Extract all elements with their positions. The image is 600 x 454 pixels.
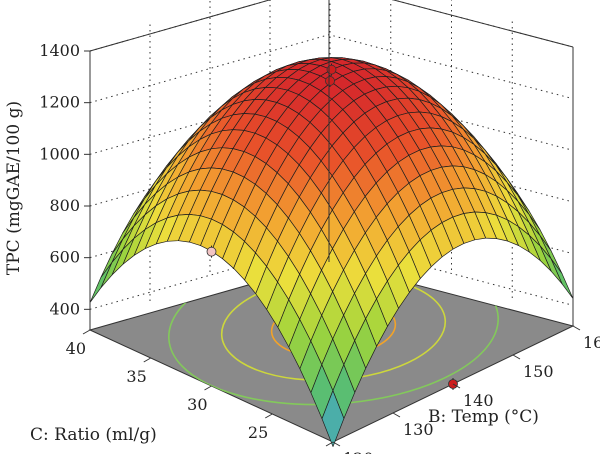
z-tick-label: 1000 (39, 144, 80, 163)
design-point (206, 246, 217, 257)
y-tick-label: 30 (187, 395, 207, 414)
top-left-edge (89, 0, 272, 52)
x-tick-label: 140 (463, 391, 494, 410)
axis-frame (89, 0, 574, 330)
x-tick-label: 120 (343, 449, 374, 454)
z-tick-label: 1400 (39, 41, 80, 60)
x-tick-mark (452, 383, 461, 389)
y-tick-mark (82, 329, 91, 335)
x-tick-mark (512, 354, 521, 360)
x-tick-label: 150 (523, 362, 554, 381)
y-axis-ticks: 20 25 30 35 40 (66, 329, 334, 454)
y-tick-label: 40 (66, 339, 86, 358)
y-tick-mark (143, 357, 151, 363)
y-tick-mark (265, 413, 273, 419)
z-tick-label: 800 (49, 196, 80, 215)
y-tick-label: 35 (126, 367, 146, 386)
y-axis-label: C: Ratio (ml/g) (30, 425, 157, 445)
x-tick-mark (392, 412, 401, 418)
x-tick-mark (332, 441, 341, 447)
z-axis-ticks: 400 600 800 1000 1200 1400 (39, 41, 90, 318)
design-points (206, 63, 458, 390)
y-tick-mark (204, 385, 212, 391)
x-axis-label: B: Temp (°C) (428, 407, 539, 427)
y-tick-mark (325, 441, 334, 447)
x-tick-label: 130 (403, 420, 434, 439)
x-tick-label: 160 (583, 333, 600, 352)
y-tick-label: 20 (309, 451, 329, 454)
design-point (325, 76, 335, 86)
x-tick-mark (572, 325, 581, 331)
z-axis-label: TPC (mgGAE/100 g) (4, 101, 24, 275)
y-tick-label: 25 (248, 423, 268, 442)
top-right-edge (391, 0, 574, 48)
z-tick-label: 1200 (39, 93, 80, 112)
response-surface (89, 57, 574, 447)
surface-cell (321, 390, 345, 447)
x-axis-ticks: 120 130 140 150 160 (332, 325, 600, 454)
design-point (326, 64, 337, 75)
z-tick-label: 600 (49, 248, 80, 267)
z-tick-label: 400 (49, 299, 80, 318)
